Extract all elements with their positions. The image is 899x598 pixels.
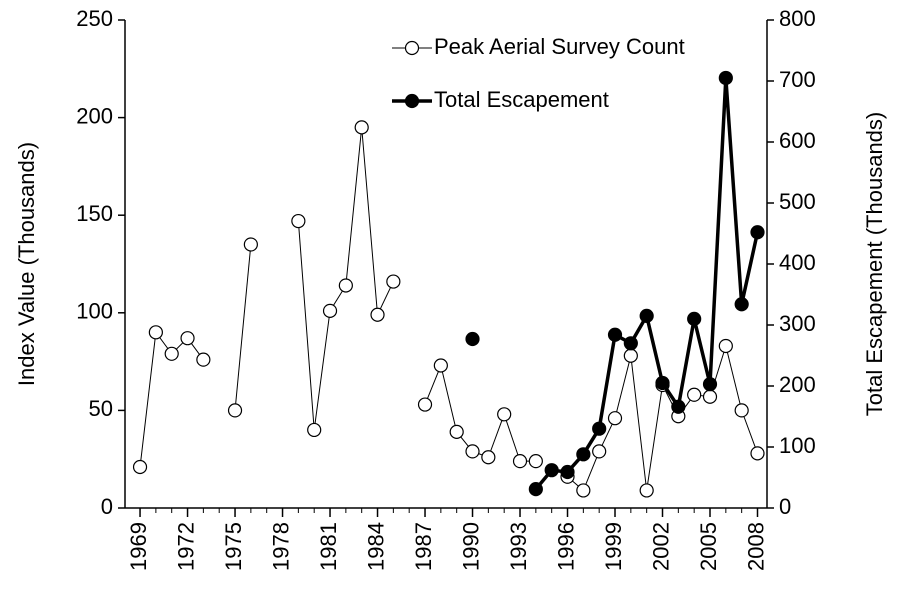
data-point xyxy=(370,307,385,322)
data-point xyxy=(576,483,591,498)
data-point xyxy=(164,346,179,361)
data-point xyxy=(655,375,670,391)
x-tick-label: 1978 xyxy=(268,522,293,571)
y-tick-label: 0 xyxy=(101,494,113,519)
data-point xyxy=(544,463,559,478)
data-point xyxy=(607,411,623,426)
x-tick-label: 1975 xyxy=(221,522,246,571)
data-point xyxy=(750,225,765,240)
series-line xyxy=(234,244,252,411)
y2-axis-label: Total Escapement (Thousands) xyxy=(862,112,887,417)
x-tick-label: 1972 xyxy=(173,522,198,571)
data-point xyxy=(243,237,258,252)
y2-tick-label: 700 xyxy=(779,67,816,92)
series-line xyxy=(534,77,760,491)
y2-tick-label: 100 xyxy=(779,433,816,458)
data-point xyxy=(750,446,765,461)
data-point xyxy=(623,348,638,363)
data-point xyxy=(528,481,543,497)
data-point xyxy=(639,308,654,323)
x-tick-label: 1993 xyxy=(506,522,531,571)
legend-marker xyxy=(404,93,420,109)
data-point xyxy=(718,70,733,86)
data-point xyxy=(639,483,654,498)
data-point xyxy=(671,399,686,414)
data-point xyxy=(322,303,338,318)
data-point xyxy=(386,274,401,289)
y-tick-label: 100 xyxy=(76,299,113,324)
data-point xyxy=(560,464,575,480)
data-point xyxy=(734,403,749,418)
y2-tick-label: 800 xyxy=(779,6,816,31)
data-point xyxy=(702,377,718,392)
y-axis-label: Index Value (Thousands) xyxy=(14,142,39,386)
data-point xyxy=(592,421,607,436)
data-point xyxy=(354,120,369,135)
data-point xyxy=(465,331,480,347)
y-tick-label: 150 xyxy=(76,201,113,226)
data-point xyxy=(687,311,702,326)
data-point xyxy=(512,454,528,469)
data-point xyxy=(307,422,322,438)
y2-tick-label: 0 xyxy=(779,494,791,519)
y-tick-label: 200 xyxy=(76,103,113,128)
x-tick-label: 1996 xyxy=(553,522,578,571)
x-tick-label: 1981 xyxy=(316,522,341,571)
x-tick-label: 2005 xyxy=(696,522,721,571)
data-point xyxy=(449,424,464,439)
x-tick-label: 1984 xyxy=(363,522,388,571)
data-point xyxy=(148,325,163,340)
data-point xyxy=(433,358,448,373)
data-point xyxy=(623,336,638,351)
data-point xyxy=(132,459,148,475)
y2-tick-label: 200 xyxy=(779,372,816,397)
data-point xyxy=(180,331,195,346)
data-point xyxy=(702,389,718,404)
data-point xyxy=(528,454,543,469)
data-point xyxy=(481,450,496,465)
data-point xyxy=(417,397,433,412)
data-point xyxy=(718,338,733,354)
data-point xyxy=(734,297,749,312)
y2-tick-label: 400 xyxy=(779,250,816,275)
y2-tick-label: 300 xyxy=(779,311,816,336)
legend-label: Total Escapement xyxy=(434,87,609,112)
series-line xyxy=(567,344,758,492)
x-tick-label: 1987 xyxy=(411,522,436,571)
y-tick-label: 250 xyxy=(76,6,113,31)
series-line xyxy=(424,363,536,462)
data-point xyxy=(227,403,243,418)
data-point xyxy=(607,327,623,342)
data-point xyxy=(291,213,306,229)
x-tick-label: 1969 xyxy=(126,522,151,571)
y2-tick-label: 600 xyxy=(779,128,816,153)
data-point xyxy=(196,352,211,367)
y-tick-label: 50 xyxy=(89,396,113,421)
data-point xyxy=(497,407,512,422)
x-tick-label: 1999 xyxy=(601,522,626,571)
y2-tick-label: 500 xyxy=(779,189,816,214)
data-point xyxy=(465,444,480,459)
x-tick-label: 2002 xyxy=(648,522,673,571)
legend-label: Peak Aerial Survey Count xyxy=(434,34,685,59)
x-tick-label: 1990 xyxy=(458,522,483,571)
x-tick-label: 2008 xyxy=(743,522,768,571)
data-point xyxy=(687,387,702,402)
data-point xyxy=(576,447,591,462)
data-point xyxy=(338,278,353,293)
legend-marker xyxy=(404,40,420,56)
data-point xyxy=(592,444,607,459)
